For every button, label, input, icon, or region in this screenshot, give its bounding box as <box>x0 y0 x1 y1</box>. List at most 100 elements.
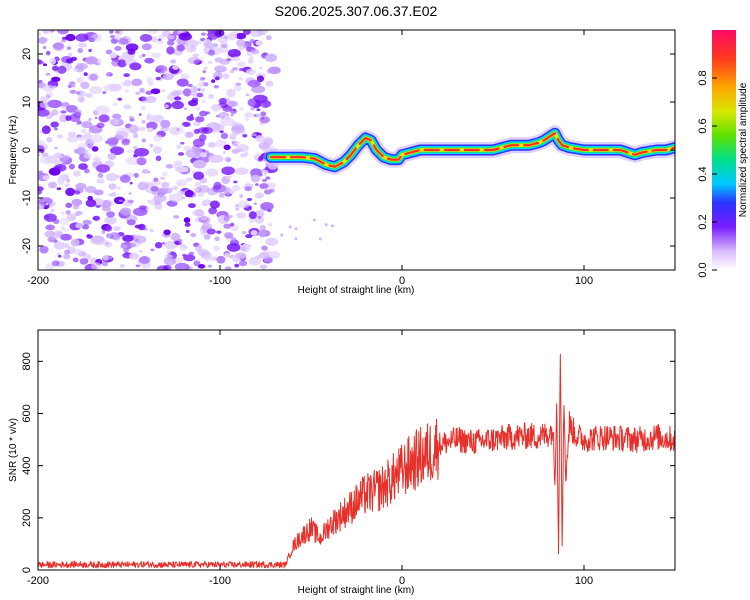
noise-speckle <box>259 264 268 269</box>
noise-speckle <box>87 72 99 82</box>
noise-speckle <box>84 185 97 194</box>
noise-speckle <box>179 243 186 249</box>
noise-speckle <box>88 134 104 143</box>
noise-speckle <box>153 194 167 203</box>
noise-speckle <box>239 47 244 51</box>
noise-speckle <box>192 209 205 217</box>
noise-speckle <box>261 169 269 174</box>
noise-speckle <box>172 65 180 70</box>
y-tick-label: 0 <box>21 567 33 573</box>
noise-speckle <box>193 260 201 267</box>
noise-speckle <box>162 171 168 177</box>
noise-speckle <box>215 139 227 148</box>
noise-speckle <box>66 135 79 143</box>
noise-speckle <box>256 75 265 82</box>
noise-speckle <box>197 192 204 198</box>
noise-speckle <box>239 194 244 199</box>
noise-speckle <box>200 88 206 92</box>
noise-speckle <box>193 94 198 99</box>
noise-speckle <box>258 230 267 237</box>
noise-speckle <box>237 61 246 68</box>
noise-speckle <box>52 65 59 72</box>
noise-speckle <box>253 202 257 205</box>
noise-speckle <box>202 82 209 87</box>
noise-speckle <box>92 215 101 221</box>
noise-speckle <box>109 30 114 34</box>
noise-speckle <box>38 59 43 65</box>
noise-speckle <box>174 262 190 270</box>
noise-speckle <box>147 81 153 86</box>
noise-speckle <box>197 82 204 89</box>
noise-speckle <box>75 222 83 229</box>
noise-speckle <box>38 36 48 44</box>
noise-speckle <box>265 80 274 87</box>
noise-speckle <box>246 51 254 57</box>
x-tick-label: -200 <box>27 275 49 287</box>
noise-speckle <box>38 186 44 192</box>
noise-speckle <box>57 65 67 74</box>
noise-speckle <box>96 122 105 129</box>
noise-speckle <box>65 210 71 215</box>
noise-speckle <box>267 161 279 170</box>
noise-speckle <box>51 76 61 82</box>
noise-speckle <box>127 199 134 204</box>
noise-speckle <box>135 264 141 268</box>
noise-speckle <box>226 243 241 252</box>
noise-speckle <box>244 151 249 156</box>
noise-speckle <box>147 199 152 204</box>
colorbar-label: Normalized spectral amplitude <box>738 82 749 217</box>
noise-speckle <box>98 114 110 123</box>
noise-speckle <box>117 59 127 68</box>
noise-speckle <box>233 85 242 92</box>
noise-speckle <box>112 102 118 106</box>
noise-speckle <box>39 245 49 254</box>
noise-speckle <box>250 230 258 236</box>
noise-speckle <box>125 89 129 93</box>
noise-speckle <box>235 167 249 176</box>
noise-speckle <box>77 135 85 142</box>
noise-speckle <box>200 152 207 158</box>
noise-speckle <box>228 49 235 54</box>
noise-speckle <box>101 229 106 233</box>
snr-frame <box>37 329 676 571</box>
noise-speckle <box>183 254 196 262</box>
noise-speckle <box>190 232 197 238</box>
noise-speckle <box>41 152 49 157</box>
noise-speckle <box>38 32 42 36</box>
noise-speckle <box>231 148 240 154</box>
noise-speckle <box>38 170 44 175</box>
noise-speckle <box>192 138 205 148</box>
noise-speckle <box>45 224 56 231</box>
noise-speckle <box>225 175 232 179</box>
noise-speckle <box>255 40 264 46</box>
noise-speckle <box>139 87 145 94</box>
noise-speckle <box>173 215 180 219</box>
noise-speckle <box>180 73 190 80</box>
noise-speckle <box>261 178 267 182</box>
noise-speckle <box>92 156 101 163</box>
noise-speckle <box>192 53 200 58</box>
noise-speckle <box>197 264 206 269</box>
noise-speckle <box>248 211 257 220</box>
noise-speckle <box>45 72 51 76</box>
noise-speckle <box>126 149 133 154</box>
noise-speckle <box>230 114 234 117</box>
noise-speckle <box>119 207 132 216</box>
noise-speckle <box>112 233 121 241</box>
noise-speckle <box>125 43 139 52</box>
noise-speckle <box>256 108 261 112</box>
spectrogram-ridge <box>263 125 675 175</box>
noise-speckle <box>105 233 112 239</box>
noise-speckle <box>86 233 91 238</box>
noise-speckle <box>199 110 208 117</box>
noise-speckle <box>102 254 109 261</box>
noise-speckle <box>235 208 240 211</box>
noise-speckle <box>95 62 100 66</box>
noise-speckle <box>181 124 185 128</box>
noise-speckle <box>185 229 190 234</box>
noise-speckle <box>212 43 219 48</box>
snr-background <box>38 330 675 570</box>
noise-speckle <box>193 171 205 181</box>
colorbar: 0.0 0.2 0.4 0.6 0.8 Normalized spectral ampl… <box>697 30 749 278</box>
